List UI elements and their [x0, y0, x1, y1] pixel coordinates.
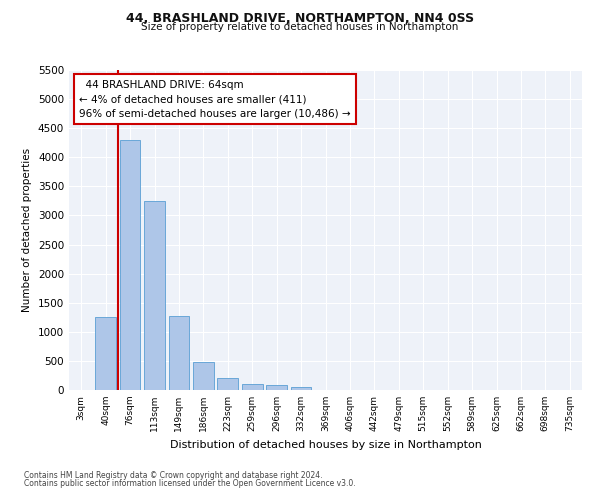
Text: Contains public sector information licensed under the Open Government Licence v3: Contains public sector information licen…	[24, 479, 356, 488]
Text: 44, BRASHLAND DRIVE, NORTHAMPTON, NN4 0SS: 44, BRASHLAND DRIVE, NORTHAMPTON, NN4 0S…	[126, 12, 474, 26]
Bar	[242, 384, 263, 390]
Bar	[217, 378, 238, 390]
Bar	[193, 362, 214, 390]
Bar	[95, 318, 116, 390]
Text: Size of property relative to detached houses in Northampton: Size of property relative to detached ho…	[142, 22, 458, 32]
Y-axis label: Number of detached properties: Number of detached properties	[22, 148, 32, 312]
Bar	[144, 201, 165, 390]
Bar	[169, 316, 190, 390]
Bar	[266, 386, 287, 390]
Text: 44 BRASHLAND DRIVE: 64sqm  
← 4% of detached houses are smaller (411)
96% of sem: 44 BRASHLAND DRIVE: 64sqm ← 4% of detach…	[79, 80, 351, 119]
Bar	[119, 140, 140, 390]
X-axis label: Distribution of detached houses by size in Northampton: Distribution of detached houses by size …	[170, 440, 481, 450]
Bar	[290, 387, 311, 390]
Text: Contains HM Land Registry data © Crown copyright and database right 2024.: Contains HM Land Registry data © Crown c…	[24, 470, 323, 480]
